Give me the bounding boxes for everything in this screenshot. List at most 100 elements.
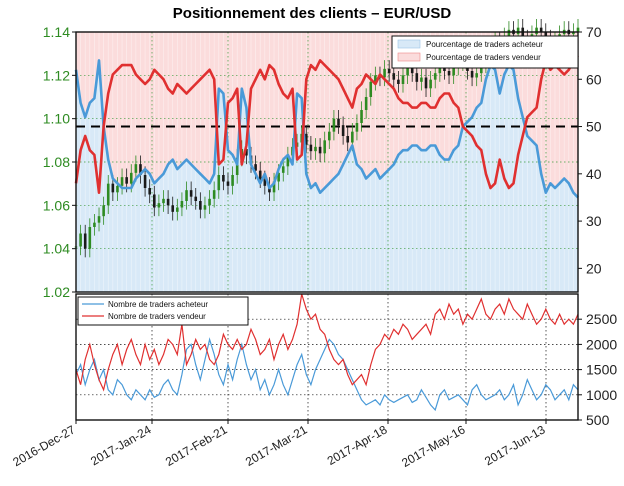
candle-body (199, 201, 202, 210)
candle-body (447, 71, 451, 76)
candle-body (111, 183, 115, 193)
legend-swatch-seller-pct (397, 52, 421, 62)
left-tick-label: 1.08 (43, 154, 70, 170)
candle-body (176, 207, 179, 212)
bottom-panel-frame (75, 293, 579, 421)
candle-body (304, 133, 308, 145)
candle-body (470, 71, 474, 78)
candle-body (189, 190, 193, 197)
candle-body (106, 183, 110, 206)
candle-body (332, 118, 336, 132)
candle-body (351, 131, 354, 143)
right-tick-label-count: 1500 (586, 362, 617, 378)
candle-body (516, 27, 520, 35)
candle-body (212, 190, 216, 199)
right-tick-label-count: 2000 (586, 336, 617, 352)
candle-body (79, 233, 82, 247)
candle-body (424, 77, 428, 89)
right-tick-label-count: 2500 (586, 311, 617, 327)
bottom-panel-series (75, 293, 579, 412)
legend-label-seller-count: Nombre de traders vendeur (108, 312, 206, 321)
candle-body (392, 73, 396, 80)
buyer-pct-line (74, 59, 579, 199)
x-tick-label: 2017-Jun-13 (482, 422, 548, 468)
x-tick-label: 2017-Mar-21 (243, 422, 310, 469)
seller-pct-line (74, 54, 579, 194)
candle-body (245, 149, 248, 156)
candle-body (203, 205, 207, 210)
candle-body (97, 216, 101, 223)
candle-body (535, 27, 538, 35)
candle-body (507, 29, 511, 37)
right-tick-label-count: 1000 (586, 387, 617, 403)
right-tick-label-pct: 50 (586, 119, 602, 135)
buyer-count-line (75, 337, 579, 412)
top-panel-background (75, 32, 579, 293)
candle-body (272, 181, 276, 193)
top-panel-series (74, 54, 579, 199)
x-tick-label: 2017-Jan-24 (88, 422, 154, 468)
legend-label-buyer-count: Nombre de traders acheteur (108, 300, 208, 309)
left-tick-label: 1.06 (43, 197, 70, 213)
candle-body (479, 64, 483, 74)
candle-body (93, 222, 96, 227)
candle-body (143, 175, 147, 188)
bottom-legend: Nombre de traders acheteur Nombre de tra… (77, 296, 249, 326)
candle-body (544, 32, 548, 39)
candle-body (120, 177, 124, 186)
candle-body (415, 73, 419, 82)
candle-body (337, 118, 340, 126)
candle-body (346, 136, 350, 143)
legend-label-seller-pct: Pourcentage de traders vendeur (426, 53, 541, 62)
candle-body (171, 205, 175, 212)
left-tick-label: 1.10 (43, 111, 70, 127)
candle-body (355, 123, 359, 132)
right-tick-label-pct: 60 (586, 71, 602, 87)
x-tick-label: 2017-Apr-18 (325, 422, 390, 468)
candle-body (208, 198, 211, 206)
candle-body (125, 177, 128, 184)
candle-body (152, 194, 156, 208)
candle-body (166, 198, 170, 206)
candle-body (429, 79, 432, 89)
right-tick-label-pct: 70 (586, 24, 602, 40)
candle-body (406, 66, 409, 76)
top-panel-axes: 1.02 1.04 1.06 1.08 1.10 1.12 1.14 20 30 40 50 60 70 (43, 24, 602, 300)
x-axis: 2016-Dec-27 2017-Jan-24 2017-Feb-21 2017-Ma… (10, 420, 548, 470)
candle-body (129, 172, 133, 184)
candle-body (576, 27, 580, 32)
candle-body (383, 68, 386, 78)
candle-body (157, 203, 161, 208)
candle-body (475, 73, 478, 78)
candle-body (318, 146, 322, 154)
candle-body (180, 201, 184, 208)
candle-body (258, 170, 262, 180)
candle-body (116, 185, 119, 193)
candle-body (443, 66, 446, 71)
candle-body (314, 146, 317, 152)
right-tick-label-pct: 30 (586, 213, 602, 229)
buyer-pct-area (76, 60, 578, 293)
candle-body (83, 233, 87, 249)
right-tick-label-pct: 40 (586, 166, 602, 182)
candle-body (572, 32, 575, 35)
candle-body (88, 227, 92, 249)
chart-title: Positionnement des clients – EUR/USD (173, 5, 452, 22)
candle-body (420, 77, 423, 82)
x-tick-label: 2017-May-16 (399, 422, 468, 470)
candle-body (397, 79, 400, 84)
candle-body (185, 190, 188, 201)
candle-body (231, 175, 234, 186)
candle-body (539, 27, 543, 32)
legend-label-buyer-pct: Pourcentage de traders acheteur (426, 40, 543, 49)
right-tick-label-count: 500 (586, 412, 610, 428)
x-tick-label: 2017-Feb-21 (163, 422, 230, 469)
bottom-legend-box (77, 296, 249, 326)
candle-body (102, 205, 105, 217)
candle-body (222, 175, 225, 182)
candle-body (360, 110, 363, 123)
candle-body (410, 66, 414, 74)
candle-body (521, 27, 525, 39)
candle-body (387, 68, 391, 74)
